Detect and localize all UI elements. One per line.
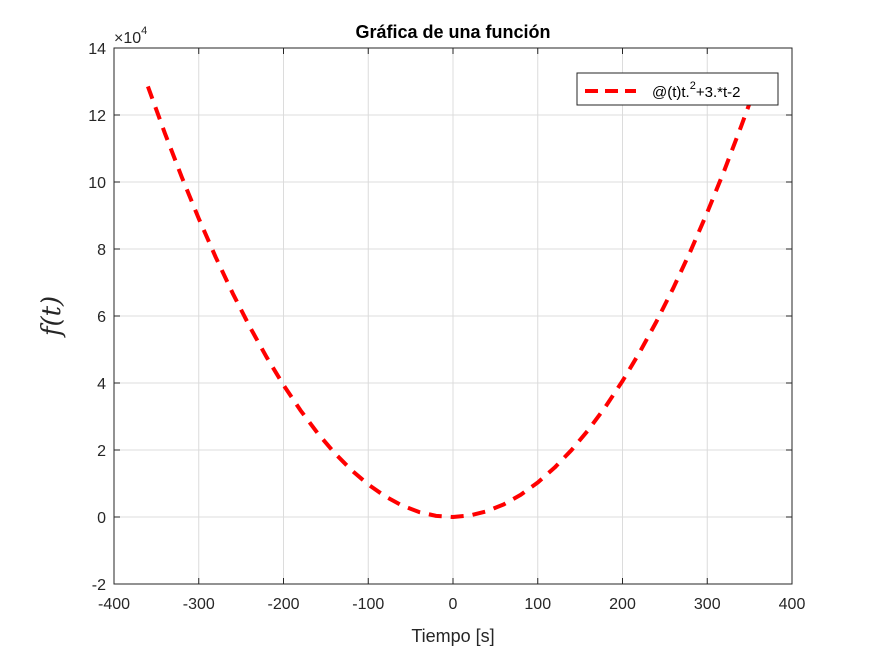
x-tick-label: 200 xyxy=(609,596,636,613)
plot-area: -400 -300 -200 -100 0 100 200 300 400 -2 0 2 4 6 8 10 1… xyxy=(88,41,805,613)
y-axis-label: f(t) xyxy=(37,296,67,338)
x-tick-label: 100 xyxy=(524,596,551,613)
legend-label-main: @(t)t. xyxy=(652,84,690,101)
y-tick-label: 10 xyxy=(88,175,106,192)
x-tick-label: -300 xyxy=(183,596,215,613)
x-tick-label: -400 xyxy=(98,596,130,613)
y-axis-exponent: ×104 xyxy=(114,25,147,47)
x-axis-label: Tiempo [s] xyxy=(411,626,494,646)
x-tick-label: 300 xyxy=(694,596,721,613)
x-tick-label: -200 xyxy=(267,596,299,613)
series-line xyxy=(146,85,752,520)
y-tick-label: 12 xyxy=(88,108,106,125)
exponent-power: 4 xyxy=(141,25,147,37)
chart-title: Gráfica de una función xyxy=(355,22,550,42)
y-tick-label: 14 xyxy=(88,41,106,58)
x-tick-labels: -400 -300 -200 -100 0 100 200 300 400 xyxy=(98,596,805,613)
legend-label-rest: +3.*t-2 xyxy=(696,84,741,101)
y-tick-label: 8 xyxy=(97,242,106,259)
exponent-base: 10 xyxy=(123,30,141,47)
x-tick-label: 0 xyxy=(449,596,458,613)
y-tick-label: -2 xyxy=(92,577,106,594)
exponent-times: × xyxy=(114,30,123,47)
x-tick-label: -100 xyxy=(352,596,384,613)
y-tick-label: 4 xyxy=(97,376,106,393)
ticks xyxy=(113,47,793,585)
y-tick-labels: -2 0 2 4 6 8 10 12 14 xyxy=(88,41,106,594)
legend: @(t)t.2+3.*t-2 xyxy=(576,72,779,106)
y-tick-label: 6 xyxy=(97,309,106,326)
x-tick-label: 400 xyxy=(779,596,806,613)
y-tick-label: 2 xyxy=(97,443,106,460)
series-layer xyxy=(146,85,752,520)
legend-entry: @(t)t.2+3.*t-2 xyxy=(652,80,740,101)
legend-label-sup: 2 xyxy=(690,80,696,92)
y-tick-label: 0 xyxy=(97,510,106,527)
svg-text:×104: ×104 xyxy=(114,25,147,47)
